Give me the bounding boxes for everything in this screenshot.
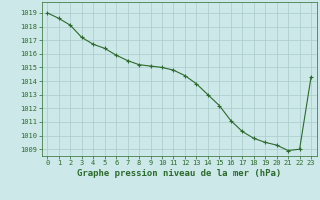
X-axis label: Graphe pression niveau de la mer (hPa): Graphe pression niveau de la mer (hPa) xyxy=(77,169,281,178)
